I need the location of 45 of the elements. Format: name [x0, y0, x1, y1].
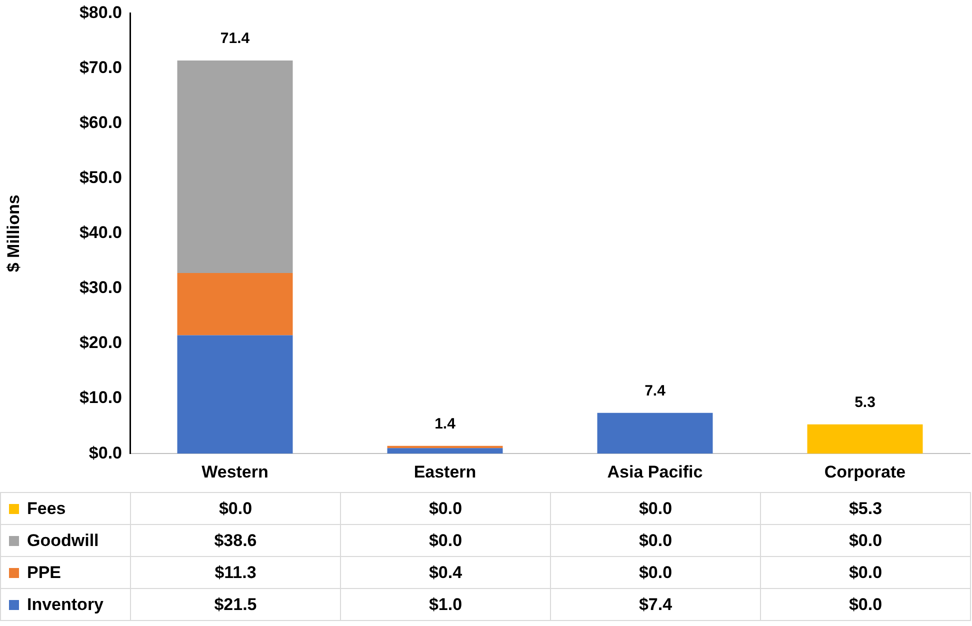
data-label: $0.0	[760, 524, 970, 556]
legend-label: Goodwill	[0, 524, 130, 556]
y-tick-label: $70.0	[79, 58, 122, 77]
y-tick-label: $80.0	[79, 2, 122, 22]
bar	[387, 448, 503, 454]
x-tick-label: Corporate	[824, 462, 906, 482]
total-label: 5.3	[854, 394, 876, 412]
bar	[177, 273, 293, 336]
data-label: $0.4	[340, 556, 550, 588]
data-label: $0.0	[550, 524, 760, 556]
data-label: $1.0	[340, 588, 550, 620]
legend-label: PPE	[0, 556, 130, 588]
y-tick-label: $60.0	[79, 112, 122, 132]
legend-label: Inventory	[0, 588, 130, 620]
y-tick-label: $0.0	[88, 443, 122, 462]
y-tick-label: $30.0	[79, 278, 122, 298]
x-tick-label: Western	[202, 462, 268, 482]
total-label: 71.4	[220, 30, 250, 48]
bar	[177, 335, 293, 454]
bar	[177, 60, 293, 274]
bar	[807, 424, 923, 454]
total-label: 7.4	[644, 382, 666, 400]
data-label: $0.0	[760, 556, 970, 588]
legend-label: Fees	[0, 492, 130, 524]
data-label: $11.3	[130, 556, 340, 588]
y-tick-label: $20.0	[79, 333, 122, 352]
x-tick-label: Asia Pacific	[607, 462, 703, 482]
data-label: $21.5	[130, 588, 340, 620]
data-label: $0.0	[340, 524, 550, 556]
data-label: $0.0	[550, 492, 760, 524]
y-tick-label: $50.0	[79, 168, 122, 188]
bar	[387, 446, 503, 448]
y-tick-label: $10.0	[79, 388, 122, 408]
total-label: 1.4	[434, 416, 456, 433]
data-label: $0.0	[130, 492, 340, 524]
data-label: $5.3	[760, 492, 970, 524]
bar	[597, 412, 713, 454]
data-label: $38.6	[130, 524, 340, 556]
x-tick-label: Eastern	[414, 462, 476, 482]
data-label: $0.0	[760, 588, 970, 620]
data-label: $0.0	[340, 492, 550, 524]
data-label: $7.4	[550, 588, 760, 620]
data-label: $0.0	[550, 556, 760, 588]
y-axis-title: $ Millions	[4, 194, 23, 272]
y-tick-label: $40.0	[79, 223, 122, 242]
